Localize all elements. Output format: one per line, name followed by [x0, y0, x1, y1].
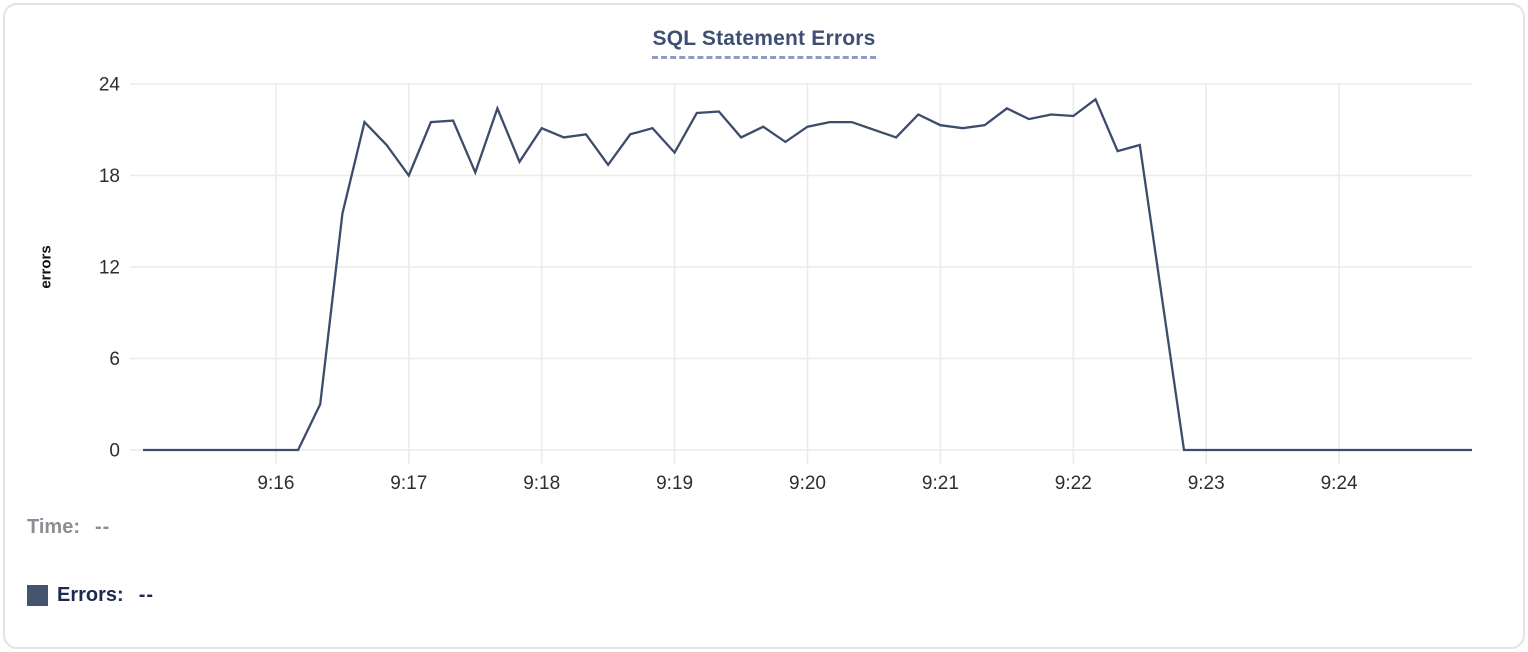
x-tick-label: 9:24 [1321, 473, 1358, 494]
y-tick-label: 18 [99, 166, 120, 187]
x-tick-label: 9:19 [656, 473, 693, 494]
x-tick-label: 9:21 [922, 473, 959, 494]
x-tick-label: 9:18 [523, 473, 560, 494]
x-tick-label: 9:23 [1188, 473, 1225, 494]
errors-series-swatch-icon [27, 584, 48, 606]
chart-card [3, 3, 1525, 649]
y-tick-label: 6 [109, 349, 120, 370]
y-tick-label: 0 [109, 441, 120, 462]
errors-label: Errors: [57, 583, 124, 606]
chart-svg[interactable]: 0 6 12 18 24 9:16 9:17 9:18 9:19 9:20 9:21 9:22 9:23… [0, 0, 1528, 505]
y-axis-title: errors [37, 245, 55, 289]
y-tick-label: 12 [99, 258, 120, 279]
x-tick-label: 9:20 [789, 473, 826, 494]
x-tick-label: 9:17 [390, 473, 427, 494]
errors-line-series[interactable] [143, 97, 1472, 452]
errors-readout-row: Errors: -- [27, 581, 154, 609]
errors-value: -- [138, 583, 155, 606]
x-tick-label: 9:22 [1055, 473, 1092, 494]
chart-header: SQL Statement Errors [0, 27, 1528, 59]
hover-readout: Time: -- Errors: -- [27, 513, 154, 609]
time-value: -- [94, 515, 111, 538]
time-label: Time: [27, 515, 80, 538]
time-readout-row: Time: -- [27, 513, 154, 541]
x-tick-label: 9:16 [257, 473, 294, 494]
chart-title[interactable]: SQL Statement Errors [652, 27, 876, 59]
y-tick-label: 24 [99, 75, 121, 96]
